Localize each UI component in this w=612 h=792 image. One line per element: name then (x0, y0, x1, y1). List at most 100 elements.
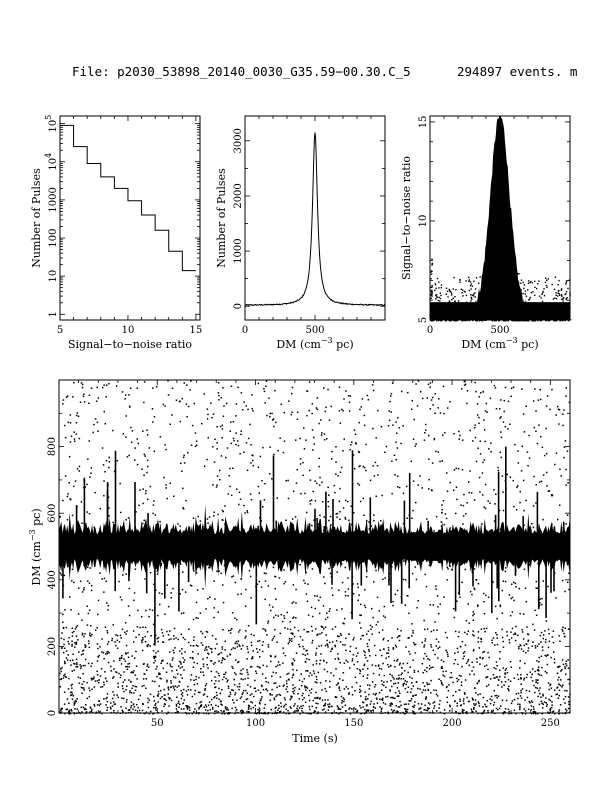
dm-time-point (104, 545, 107, 547)
dm-time-point (490, 678, 492, 680)
dm-time-point (239, 498, 242, 500)
dm-time-point (516, 546, 519, 548)
dm-time-point (514, 639, 517, 642)
dm-time-point (343, 688, 346, 690)
dm-time-point (558, 710, 560, 713)
dm-time-point (347, 577, 349, 579)
dm-time-point (425, 670, 428, 673)
dm-time-point (350, 505, 352, 507)
dm-time-point (292, 684, 294, 686)
dm-time-point (457, 635, 460, 638)
dm-time-point (416, 607, 418, 609)
dm-time-point (327, 703, 329, 706)
dm-time-point (171, 666, 173, 668)
dm-time-point (156, 637, 158, 640)
dm-snr-point (430, 286, 432, 289)
dm-time-point (317, 711, 319, 713)
dm-snr-point (524, 316, 526, 318)
dm-time-point (359, 688, 361, 691)
dm-time-point (295, 602, 297, 604)
dm-time-point (376, 702, 379, 704)
dm-time-point (441, 511, 443, 514)
dm-time-point (214, 661, 216, 664)
dm-time-point (190, 444, 193, 446)
dm-time-point (359, 670, 362, 672)
dm-time-point (499, 651, 501, 653)
dmhist-ytick-label: 1000 (233, 238, 244, 263)
dm-time-point (134, 459, 136, 461)
dm-time-point (66, 659, 69, 661)
dm-time-point (253, 634, 255, 637)
dm-time-point (372, 693, 375, 695)
dm-time-point (65, 676, 67, 679)
dm-time-point (456, 600, 458, 602)
dm-time-point (554, 463, 556, 466)
dm-time-point (86, 624, 89, 626)
dm-snr-point (523, 308, 526, 311)
dm-time-point (329, 680, 331, 683)
dm-time-point (206, 408, 209, 410)
dm-time-point (566, 450, 569, 452)
dm-time-point (96, 704, 99, 706)
dm-time-point (455, 710, 457, 713)
dm-time-point (240, 578, 242, 580)
dm-time-point (347, 395, 350, 397)
dm-time-point (143, 474, 145, 476)
dm-time-point (69, 596, 71, 598)
dm-time-point (480, 640, 482, 643)
dm-time-point (358, 561, 360, 564)
dm-time-point (568, 588, 570, 591)
dm-time-point (250, 597, 252, 599)
dm-time-point (243, 555, 245, 557)
dm-time-point (567, 707, 570, 710)
dm-time-point (345, 499, 347, 502)
dm-time-point (548, 712, 550, 714)
dm-time-point (509, 614, 512, 617)
dm-time-point (213, 511, 215, 513)
dm-snr-point (448, 288, 450, 291)
dm-time-point (304, 685, 306, 687)
dm-time-point (274, 587, 276, 590)
dm-time-point (362, 465, 364, 468)
dm-time-point (528, 700, 530, 703)
dm-time-point (363, 514, 365, 516)
dm-time-point (224, 706, 227, 708)
dm-time-point (123, 690, 125, 693)
dm-time-point (425, 423, 427, 426)
dm-time-point (381, 712, 384, 714)
dm-snr-point (501, 279, 503, 281)
dm-time-point (104, 626, 107, 628)
dm-time-point (409, 653, 411, 655)
dm-time-point (344, 558, 346, 560)
dm-time-point (559, 640, 561, 642)
dm-time-point (406, 517, 408, 519)
dm-time-point (97, 599, 100, 602)
dm-time-point (534, 711, 537, 714)
dm-time-point (125, 436, 127, 438)
dm-time-point (131, 430, 134, 432)
dm-time-point (434, 621, 436, 623)
dm-time-point (235, 708, 238, 711)
dm-time-point (144, 673, 146, 675)
dm-time-point (446, 696, 448, 699)
dm-time-point (254, 564, 256, 566)
dm-snr-point (564, 306, 567, 309)
dm-time-point (425, 429, 427, 431)
dm-time-point (532, 641, 534, 643)
dm-time-point (358, 484, 361, 486)
dm-snr-point (492, 291, 494, 293)
dm-snr-point (468, 319, 471, 321)
dm-time-point (493, 384, 496, 387)
dm-time-point (473, 557, 476, 560)
dm-snr-point (507, 288, 509, 291)
dm-time-point (261, 644, 264, 646)
dm-time-point (521, 629, 523, 631)
dm-time-point (387, 711, 389, 714)
dm-time-point (105, 460, 108, 462)
dm-time-point (445, 686, 448, 689)
dm-time-point (283, 411, 286, 414)
dm-time-point (527, 633, 529, 635)
dm-time-point (217, 392, 220, 394)
dm-time-point (319, 682, 322, 684)
dm-snr-point (544, 316, 546, 318)
